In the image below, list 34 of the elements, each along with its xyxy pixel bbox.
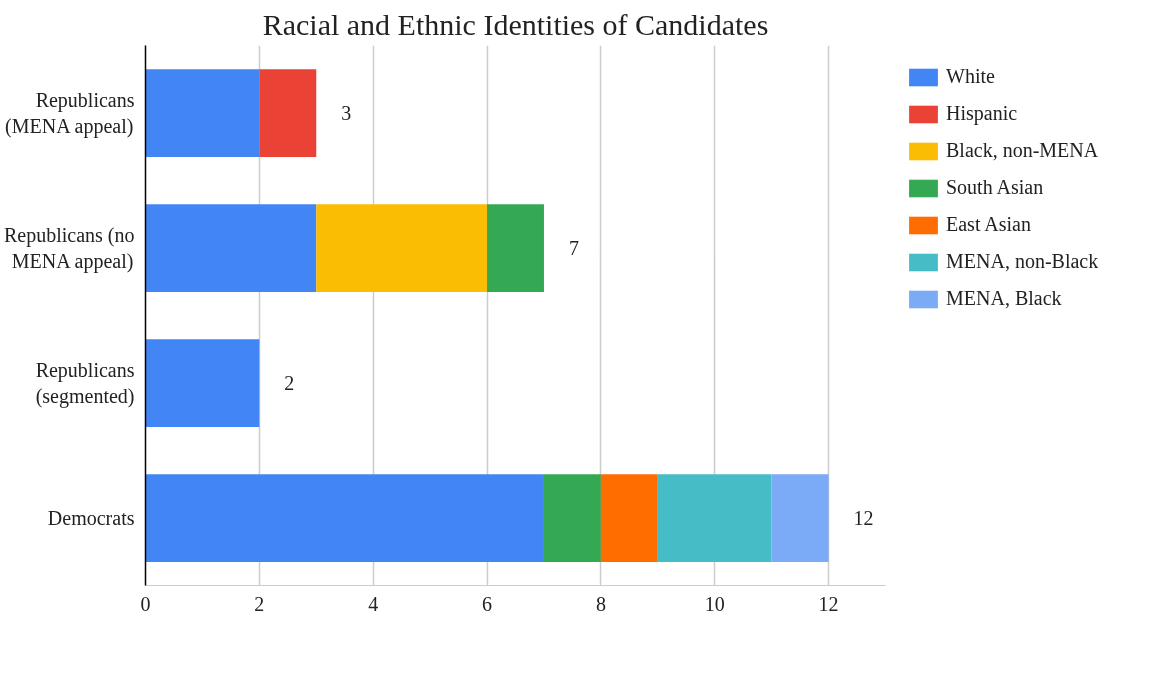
bar: [145, 339, 260, 427]
bar: [600, 474, 658, 562]
x-tick-label: 12: [818, 592, 839, 615]
chart-title: Racial and Ethnic Identities of Candidates: [262, 7, 769, 41]
x-tick-label: 2: [254, 592, 265, 615]
y-tick-label: Republicans (segmented): [35, 358, 135, 409]
x-tick-label: 8: [595, 592, 606, 615]
x-tick-label: 4: [368, 592, 379, 615]
x-tick-label: 0: [140, 592, 151, 615]
y-tick-label: Republicans (MENA appeal): [5, 88, 135, 139]
legend-label: Black, non-MENA: [946, 139, 1099, 162]
total-label: 3: [341, 102, 352, 124]
bar: [259, 69, 317, 157]
total-label: 12: [853, 507, 874, 529]
bar: [543, 474, 601, 562]
total-label: 2: [284, 372, 295, 394]
y-tick-label: Republicans (no MENA appeal): [3, 223, 135, 274]
bar: [487, 204, 544, 292]
y-tick-label: Democrats: [47, 507, 135, 529]
legend-label: Hispanic: [946, 102, 1018, 125]
bar: [657, 474, 772, 562]
legend-label: East Asian: [946, 213, 1031, 236]
bar: [145, 69, 260, 157]
x-tick-label: 6: [482, 592, 493, 615]
legend-label: White: [946, 65, 995, 88]
total-label: 7: [568, 237, 579, 259]
bar: [771, 474, 829, 562]
bar: [316, 204, 488, 292]
bar: [145, 204, 317, 292]
bar: [145, 474, 544, 562]
legend-label: MENA, Black: [946, 287, 1062, 310]
x-tick-label: 10: [704, 592, 725, 615]
legend-label: South Asian: [946, 176, 1044, 199]
legend-label: MENA, non-Black: [946, 250, 1099, 273]
